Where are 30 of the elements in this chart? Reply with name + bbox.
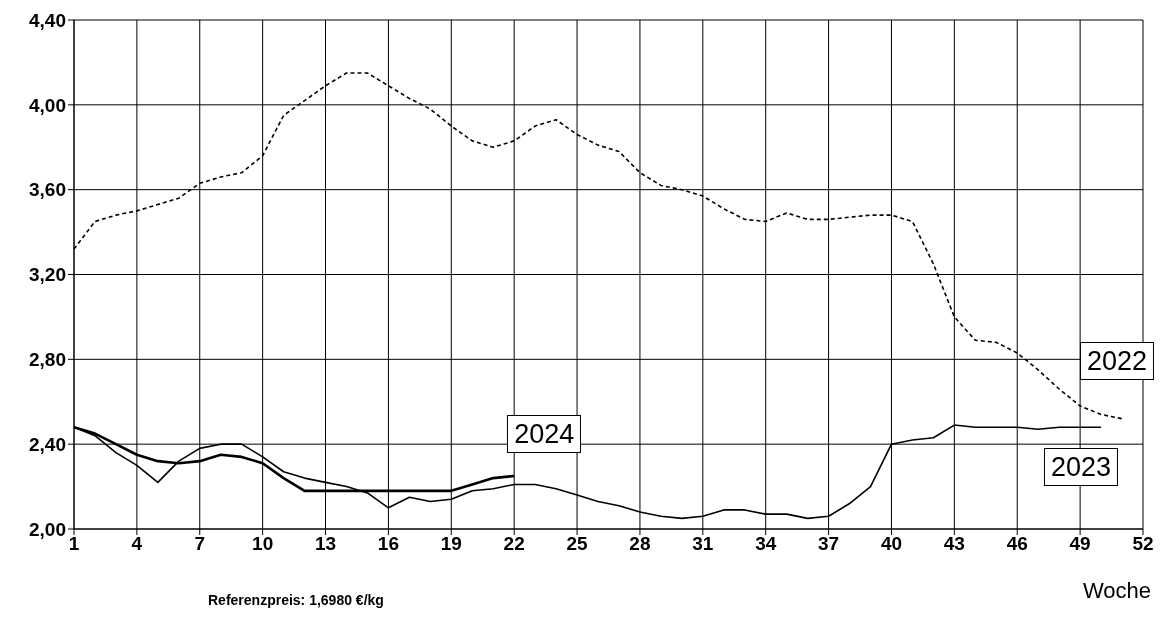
x-tick-label: 37 xyxy=(818,533,840,555)
series-label: 2024 xyxy=(507,414,582,453)
y-tick-label: 3,20 xyxy=(29,264,66,286)
x-tick-label: 4 xyxy=(131,533,143,555)
y-tick-label: 4,00 xyxy=(29,94,66,116)
x-axis-title: Woche xyxy=(1082,578,1151,604)
x-tick-label: 43 xyxy=(943,533,965,555)
series-label: 2023 xyxy=(1044,448,1119,487)
x-tick-label: 52 xyxy=(1132,533,1154,555)
x-tick-label: 13 xyxy=(314,533,337,555)
text: Referenzpreis: 1,6980 €/kg xyxy=(208,592,384,608)
x-tick-label: 28 xyxy=(629,533,651,555)
x-tick-label: 22 xyxy=(503,533,525,555)
x-tick-label: 1 xyxy=(68,533,80,555)
series-label: 2022 xyxy=(1079,341,1155,380)
x-tick-label: 46 xyxy=(1006,533,1028,555)
y-tick-label: 4,40 xyxy=(29,9,66,31)
x-tick-label: 16 xyxy=(377,533,399,555)
x-tick-label: 31 xyxy=(692,533,714,555)
x-tick-label: 7 xyxy=(194,533,206,555)
y-tick-label: 2,80 xyxy=(29,349,66,371)
x-tick-label: 34 xyxy=(755,533,777,555)
x-tick-label: 25 xyxy=(566,533,589,555)
x-tick-label: 10 xyxy=(252,533,274,555)
y-tick-label: 2,40 xyxy=(29,433,66,455)
x-tick-label: 19 xyxy=(440,533,462,555)
y-tick-label: 2,00 xyxy=(29,518,66,540)
x-tick-label: 49 xyxy=(1069,533,1091,555)
y-tick-label: 3,60 xyxy=(29,179,66,201)
x-tick-label: 40 xyxy=(880,533,903,555)
